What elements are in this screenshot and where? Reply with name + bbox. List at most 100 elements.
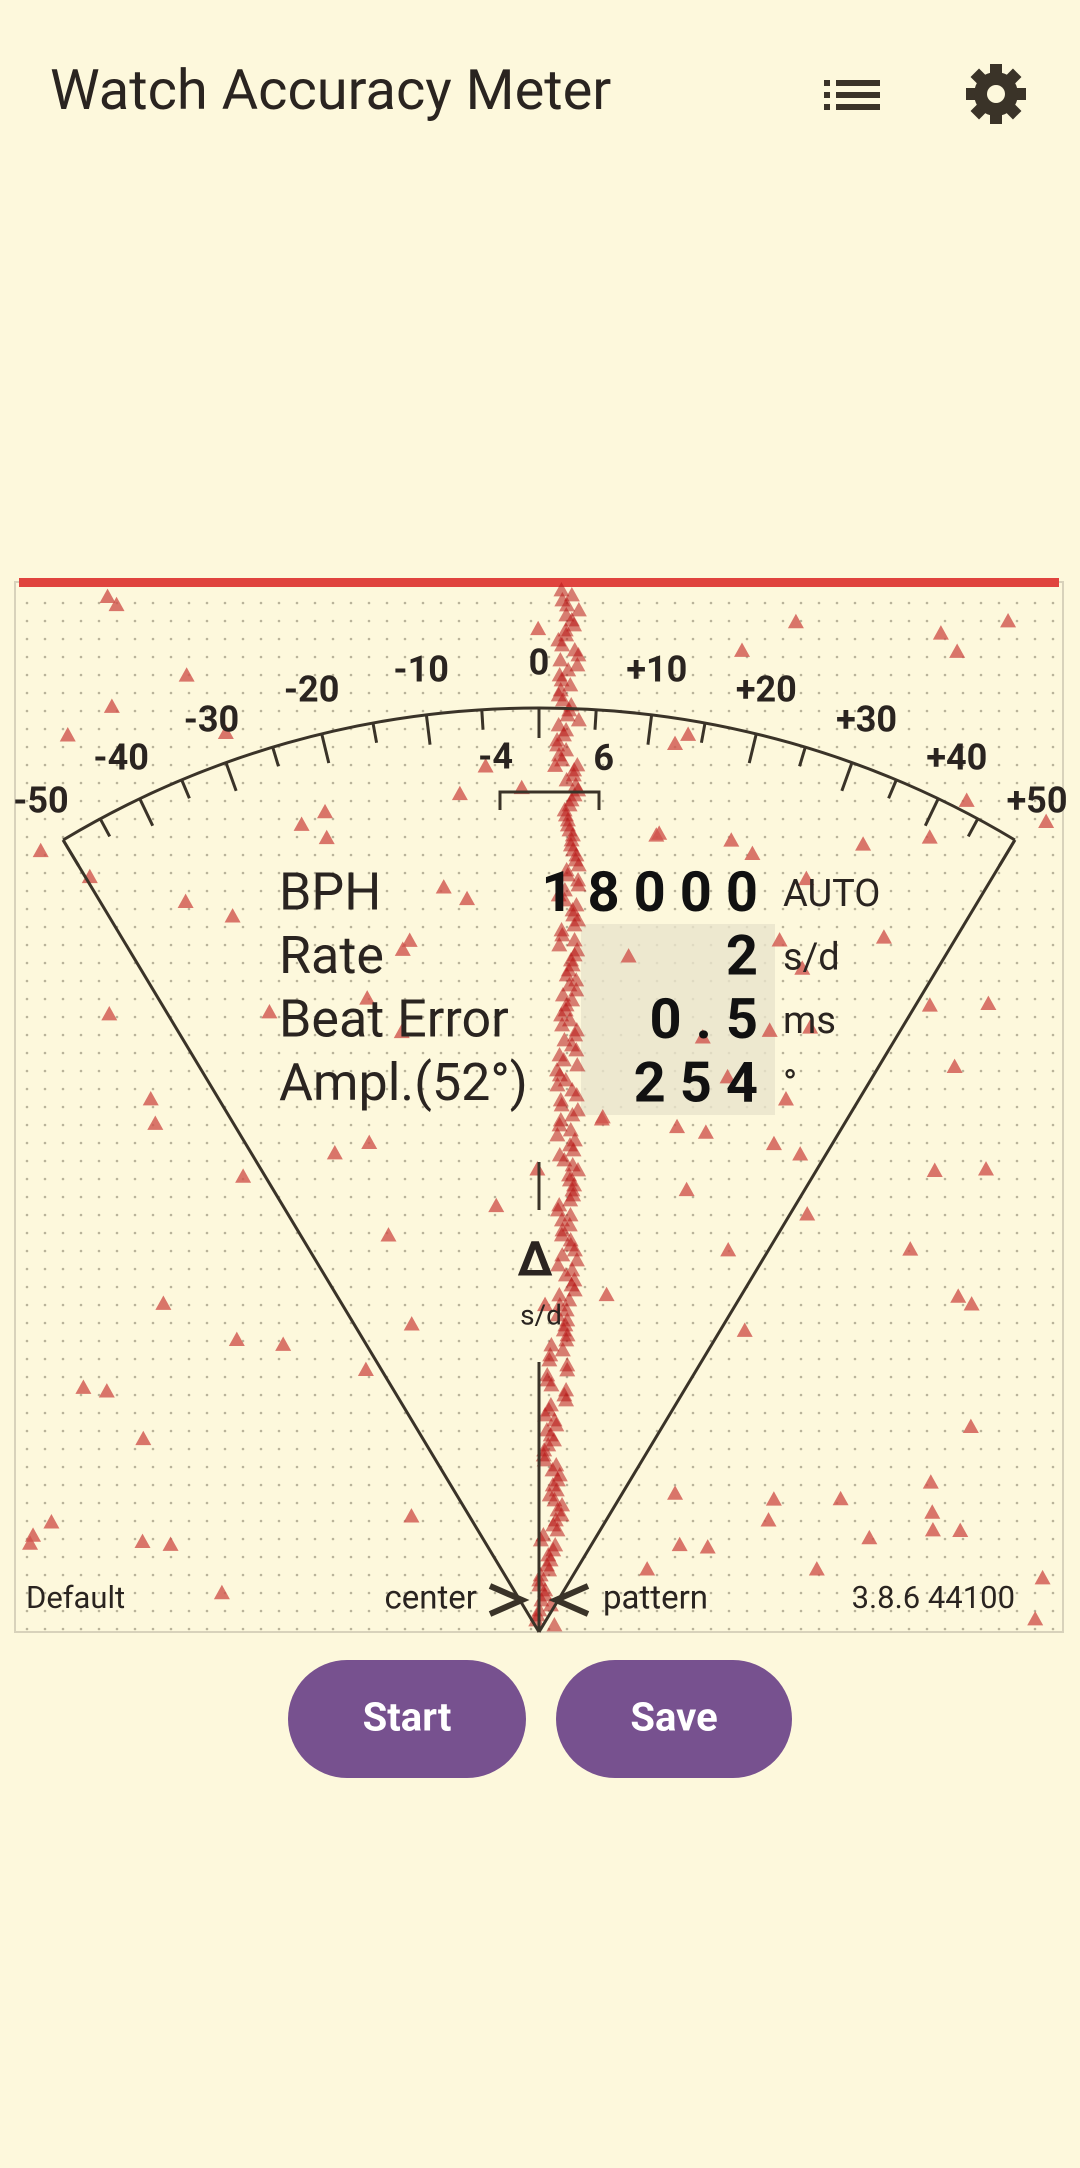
sample-marker xyxy=(550,717,567,732)
sample-marker xyxy=(798,870,815,886)
sample-marker xyxy=(861,1529,878,1545)
start-button-label[interactable]: Start xyxy=(363,1694,452,1741)
sample-marker xyxy=(435,879,452,894)
sample-marker xyxy=(792,1146,809,1161)
reading-label: Ampl.(52°) xyxy=(279,1052,528,1113)
status-bar-line xyxy=(19,578,1059,587)
sample-marker xyxy=(902,1241,919,1256)
start-button[interactable]: Start xyxy=(288,1660,526,1778)
sample-marker xyxy=(135,1430,152,1446)
sample-marker xyxy=(667,1485,684,1500)
sample-marker xyxy=(671,1536,688,1552)
sample-marker xyxy=(99,588,116,604)
profile-label: Default xyxy=(26,1579,125,1616)
fine-label: 6 xyxy=(593,737,614,779)
sample-marker xyxy=(559,597,576,612)
sample-marker xyxy=(213,1584,230,1600)
sample-marker xyxy=(224,908,241,923)
dial-tick xyxy=(840,762,854,792)
sample-marker xyxy=(553,1212,570,1227)
sample-marker xyxy=(598,1286,615,1302)
sample-marker xyxy=(639,1561,656,1576)
sample-marker xyxy=(1038,813,1055,829)
sample-marker xyxy=(554,637,571,652)
sample-marker xyxy=(530,620,547,636)
sample-marker xyxy=(103,698,120,713)
reading-value: 0.5 xyxy=(650,986,773,1052)
gear-hole[interactable] xyxy=(987,85,1005,103)
sample-marker xyxy=(548,1417,565,1432)
dial-tick xyxy=(593,709,598,730)
sample-marker xyxy=(734,642,751,657)
sample-marker xyxy=(553,1097,570,1112)
mode-right: pattern xyxy=(603,1579,708,1618)
sample-marker xyxy=(558,1332,575,1347)
sample-marker xyxy=(777,1091,794,1106)
sample-marker xyxy=(162,1536,179,1551)
scale-label: +40 xyxy=(926,736,987,778)
sample-marker xyxy=(697,1124,714,1139)
sample-marker xyxy=(557,1072,574,1087)
sample-marker xyxy=(562,1192,579,1207)
sample-marker xyxy=(562,677,579,692)
sample-marker xyxy=(924,1521,941,1537)
sample-marker xyxy=(594,1108,611,1124)
reading-unit: AUTO xyxy=(783,872,880,916)
sample-marker xyxy=(101,1006,118,1021)
sample-marker xyxy=(562,1207,579,1222)
save-button[interactable]: Save xyxy=(556,1660,792,1778)
sample-marker xyxy=(559,1362,576,1377)
sample-marker xyxy=(459,890,476,906)
sample-marker xyxy=(922,1474,939,1489)
save-button-label[interactable]: Save xyxy=(630,1694,717,1741)
center-unit: s/d xyxy=(520,1298,562,1331)
sample-marker xyxy=(558,1302,575,1317)
sample-marker xyxy=(802,1019,819,1034)
sample-marker xyxy=(549,1307,566,1322)
sample-marker xyxy=(568,1042,585,1057)
sample-marker xyxy=(543,1377,560,1392)
sample-marker xyxy=(761,1022,778,1037)
sample-marker xyxy=(569,1057,586,1072)
sample-marker xyxy=(554,692,571,707)
start-button-bg[interactable] xyxy=(288,1660,526,1778)
sample-marker xyxy=(765,1491,782,1506)
sample-marker xyxy=(451,785,468,801)
sample-marker xyxy=(142,1090,159,1106)
sample-marker xyxy=(760,1512,777,1527)
dial-tick xyxy=(180,779,191,799)
sample-marker xyxy=(556,1152,573,1167)
dial-arc xyxy=(62,706,1016,842)
dial-tick xyxy=(798,746,807,767)
sample-marker xyxy=(25,1527,42,1542)
sample-marker xyxy=(669,1118,686,1134)
sample-marker xyxy=(59,727,76,742)
sample-marker xyxy=(950,1288,967,1303)
sample-marker xyxy=(570,1162,587,1177)
sample-marker xyxy=(561,1217,578,1232)
save-button-bg[interactable] xyxy=(556,1660,792,1778)
sample-marker xyxy=(401,932,418,947)
sample-marker xyxy=(736,1322,753,1337)
sample-marker xyxy=(235,1168,252,1183)
sample-marker xyxy=(541,1562,558,1577)
settings-button[interactable] xyxy=(966,64,1026,124)
sample-marker xyxy=(765,1135,782,1151)
sample-marker xyxy=(549,1077,566,1092)
sample-marker xyxy=(551,937,568,952)
sample-marker xyxy=(554,1342,571,1357)
sample-marker xyxy=(566,1282,583,1297)
dial-tick xyxy=(138,798,155,827)
reading-unit: ° xyxy=(783,1063,797,1107)
sample-marker xyxy=(832,1490,849,1506)
list-button[interactable] xyxy=(824,80,880,110)
sample-marker xyxy=(855,836,872,851)
mode-left: center xyxy=(385,1579,477,1618)
reading-label: Rate xyxy=(279,925,384,986)
reading-value: 18000 xyxy=(541,859,772,925)
sample-marker xyxy=(98,1383,115,1398)
sample-marker xyxy=(394,941,411,956)
app-title: Watch Accuracy Meter xyxy=(50,57,611,123)
sample-marker xyxy=(569,657,586,672)
